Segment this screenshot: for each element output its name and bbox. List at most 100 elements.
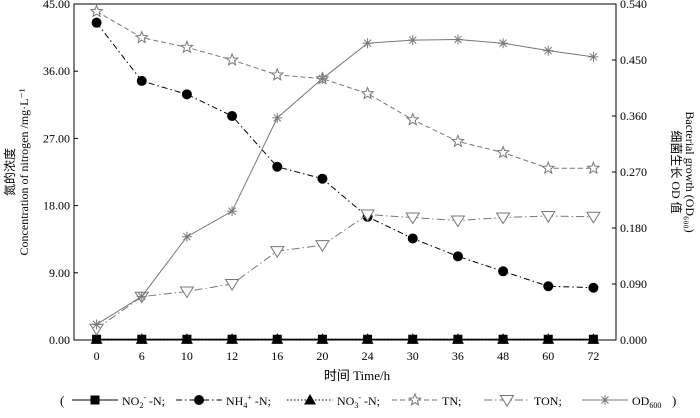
x-tick-label: 24 [362,349,374,363]
data-point [541,160,556,175]
data-point [272,112,283,123]
y-right-label-en: Bacterial growth (OD₆₀₀) [683,111,697,232]
legend-item-5: OD600 [582,394,661,410]
data-point [498,38,509,49]
data-point [179,286,195,299]
asterisk-stroke [228,207,236,216]
asterisk-stroke [183,232,191,241]
y-left-tick-label: 18.00 [43,199,70,213]
series-line [96,214,594,330]
data-point [226,333,239,344]
legend-swatch-marker [194,395,204,405]
asterisk-stroke [601,396,609,404]
legend-swatch-marker [304,394,316,405]
y-left-label-cn: 氮的浓度 [2,148,17,196]
x-tick-label: 10 [181,349,193,363]
asterisk-stroke [318,74,327,83]
data-point [407,233,418,244]
data-point [361,333,374,344]
y-left-tick-label: 9.00 [49,266,70,280]
data-point [179,39,194,54]
asterisk-stroke [544,46,553,55]
data-point [496,145,511,159]
data-point [317,73,328,84]
data-point [317,173,328,184]
x-tick-label: 30 [407,349,419,363]
asterisk-stroke [408,36,417,44]
data-point [315,240,330,253]
legend-swatch-marker [600,395,610,405]
data-point [495,212,511,225]
data-point [452,34,463,45]
legend-item-4: TON; [484,394,562,408]
x-tick-label: 60 [542,349,554,363]
series-5 [91,34,599,330]
plot-frame [73,3,617,341]
y-right-tick-label: 0.540 [620,0,647,11]
legend: () NO2- -N; NH4+ -N; NO3- -N; TN; TON; OD600 [60,392,676,410]
y-right-tick-label: 0.270 [620,165,647,179]
y-right-tick-label: 0.360 [620,109,647,123]
data-point [89,4,104,18]
data-point [136,291,147,302]
data-point [497,333,510,344]
plot-border [73,3,617,341]
data-point [180,333,193,344]
data-point [91,17,102,28]
asterisk-stroke [92,320,101,329]
y-right-tick-label: 0.180 [620,221,647,235]
legend-label: NO3- -N; [337,393,380,410]
legend-label: NH4+ -N; [226,393,271,410]
x-tick-label: 20 [316,349,328,363]
data-point [135,333,148,344]
y-left-tick-label: 36.00 [43,64,70,78]
data-point [586,211,601,224]
series-line [96,38,594,325]
data-point [91,319,102,330]
legend-close-paren: ) [672,393,676,408]
legend-swatch-marker [90,395,100,405]
data-point [272,161,283,172]
data-point [588,51,599,62]
y-right-label-cn: 细菌生长 OD 值 [669,130,684,213]
x-axis-label: 时间 Time/h [324,368,391,383]
data-point [362,38,373,49]
data-point [450,215,466,228]
x-tick-label: 72 [587,349,599,363]
data-point [225,52,240,66]
legend-label: OD600 [632,394,661,410]
asterisk-stroke [273,113,282,122]
data-point [360,86,375,100]
asterisk-stroke [363,39,372,48]
data-point [451,333,464,344]
y-right-tick-label: 0.450 [620,53,647,67]
data-point [543,281,554,292]
legend-label: TN; [442,394,461,408]
x-tick-label: 48 [497,349,509,363]
data-point [542,333,555,344]
legend-item-3: TN; [392,392,461,408]
y-left-tick-label: 45.00 [43,0,70,11]
x-tick-label: 16 [271,349,283,363]
data-point [405,112,420,126]
legend-open-paren: ( [60,393,64,408]
legend-item-1: NH4+ -N; [176,393,271,410]
axes: 0.00 9.00 18.00 27.00 36.00 45.00 0.000 0.090 0.… [43,0,647,363]
asterisk-stroke [499,39,507,48]
legend-label: TON; [534,394,562,408]
data-point [270,67,285,81]
data-point [90,333,103,344]
legend-item-2: NO3- -N; [287,393,380,410]
series-2 [90,333,600,344]
series-layer [89,4,601,344]
data-point [588,282,599,293]
data-point [136,75,147,86]
data-point [360,209,375,222]
data-point [269,246,285,259]
y-left-label-en: Concentration of nitrogen /mg·L⁻¹ [17,88,31,255]
series-3 [89,4,601,175]
legend-swatch-marker [407,392,423,406]
data-point [181,89,192,100]
y-left-tick-label: 0.00 [49,333,70,347]
